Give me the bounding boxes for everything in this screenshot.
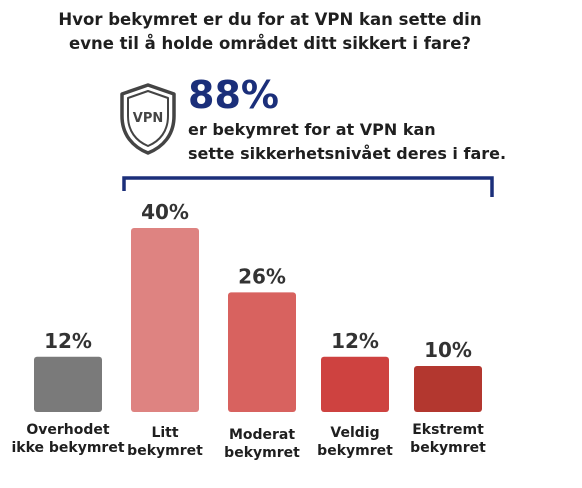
- category-label-1-line-1: Overhodet: [26, 422, 110, 438]
- category-label-2-line-1: Litt: [151, 425, 179, 441]
- category-label-3-line-1: Moderat: [228, 427, 296, 443]
- vpn-shield-icon: VPN: [120, 83, 176, 155]
- category-label-1: Overhodet ikke bekymret: [8, 421, 128, 457]
- chart-title-line-1: Hvor bekymret er du for at VPN kan sette…: [58, 10, 482, 29]
- highlight-text: er bekymret for at VPN kan sette sikkerh…: [188, 118, 506, 166]
- chart-title: Hvor bekymret er du for at VPN kan sette…: [30, 8, 510, 56]
- highlight-text-line-2: sette sikkerhetsnivået deres i fare.: [188, 144, 507, 163]
- category-label-2: Litt bekymret: [105, 424, 225, 460]
- category-label-3-line-2: bekymret: [224, 445, 300, 461]
- bar-3: [228, 292, 296, 412]
- data-label-1: 12%: [44, 329, 92, 353]
- category-label-2-line-2: bekymret: [127, 443, 203, 459]
- data-label-5: 10%: [424, 338, 472, 362]
- data-label-4: 12%: [331, 329, 379, 353]
- chart-title-line-2: evne til å holde området ditt sikkert i …: [69, 34, 471, 53]
- bar-2: [131, 228, 199, 412]
- bar-5: [414, 366, 482, 412]
- data-label-2: 40%: [141, 200, 189, 224]
- category-label-3: Moderat bekymret: [202, 426, 322, 462]
- category-label-5: Ekstremt bekymret: [388, 421, 508, 457]
- category-label-4-line-1: Veldig: [330, 425, 380, 441]
- data-label-3: 26%: [238, 264, 286, 288]
- highlight-text-line-1: er bekymret for at VPN kan: [188, 120, 436, 139]
- highlight-percent: 88%: [188, 73, 279, 117]
- vpn-icon-text: VPN: [133, 111, 163, 126]
- category-label-4: Veldig bekymret: [295, 424, 415, 460]
- category-label-1-line-2: ikke bekymret: [11, 440, 125, 456]
- category-label-4-line-2: bekymret: [317, 443, 393, 459]
- bar-1: [34, 356, 102, 412]
- category-label-5-line-1: Ekstremt: [412, 422, 484, 438]
- bar-4: [321, 356, 389, 412]
- category-label-5-line-2: bekymret: [410, 440, 486, 456]
